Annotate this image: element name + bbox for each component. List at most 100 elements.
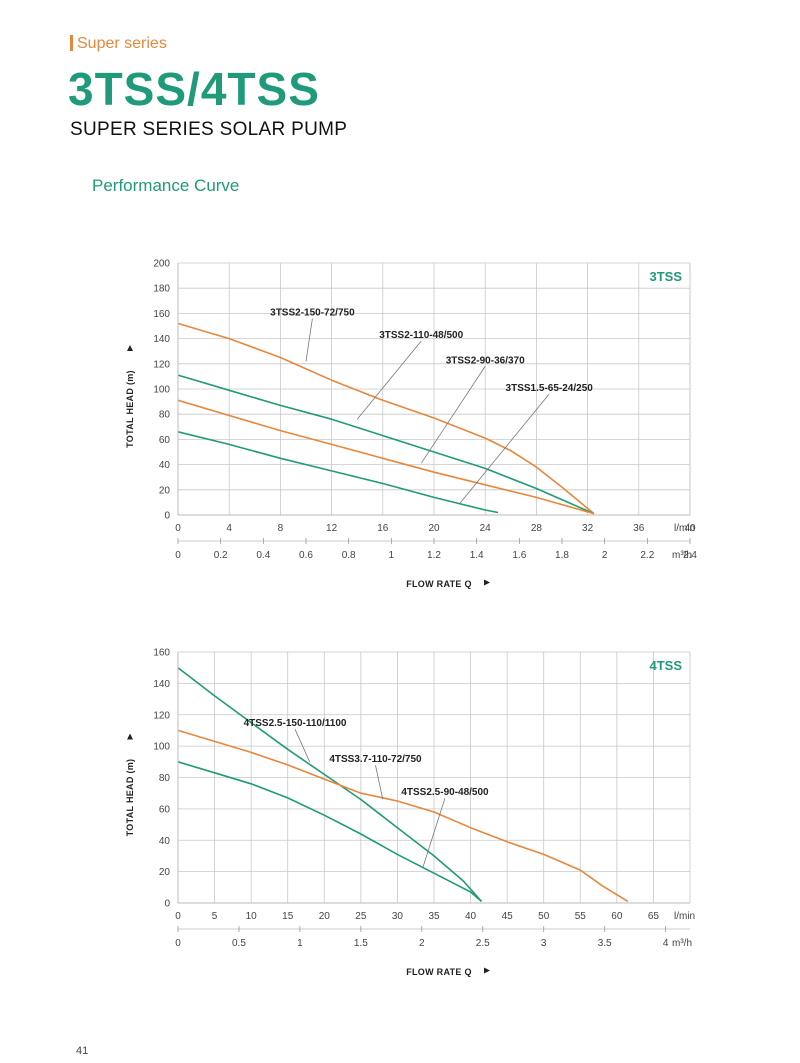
- x-tick-label: 10: [246, 911, 258, 922]
- x-tick-label: 45: [502, 911, 514, 922]
- x-tick-label: 25: [355, 911, 367, 922]
- y-tick-label: 20: [159, 485, 171, 496]
- x-tick-label: 40: [684, 523, 696, 534]
- y-axis-title: TOTAL HEAD (m): [125, 370, 135, 448]
- x2-tick-label: 2: [602, 550, 608, 561]
- x-tick-label: 12: [326, 523, 338, 534]
- series-line: [177, 729, 629, 903]
- x2-tick-label: 3: [541, 938, 547, 949]
- leader-line: [459, 393, 550, 504]
- x-tick-label: 40: [465, 911, 477, 922]
- x-tick-label: 30: [392, 911, 404, 922]
- y-tick-label: 40: [159, 460, 171, 471]
- x2-unit-label: m³/h: [672, 550, 692, 561]
- x-unit-label: l/min: [674, 523, 695, 534]
- y-tick-label: 100: [153, 385, 170, 396]
- x2-tick-label: 0: [175, 938, 181, 949]
- x-unit-label: l/min: [674, 911, 695, 922]
- x2-tick-label: 2: [419, 938, 425, 949]
- x2-unit-label: m³/h: [672, 938, 692, 949]
- series-line: [177, 322, 595, 515]
- y-tick-label: 140: [153, 334, 170, 345]
- x2-tick-label: 1: [297, 938, 303, 949]
- product-subtitle: SUPER SERIES SOLAR PUMP: [70, 119, 348, 140]
- x2-tick-label: 1.5: [354, 938, 368, 949]
- y-tick-label: 60: [159, 804, 171, 815]
- x-tick-label: 0: [175, 523, 181, 534]
- x-tick-label: 65: [648, 911, 660, 922]
- x-tick-label: 4: [226, 523, 232, 534]
- x2-tick-label: 3.5: [598, 938, 612, 949]
- x2-tick-label: 0.4: [256, 550, 270, 561]
- x2-tick-label: 4: [663, 938, 669, 949]
- x-tick-label: 32: [582, 523, 594, 534]
- x-tick-label: 35: [428, 911, 440, 922]
- series-line: [177, 399, 595, 515]
- x-tick-label: 28: [531, 523, 543, 534]
- y-tick-label: 0: [164, 511, 170, 522]
- x2-tick-label: 0.2: [214, 550, 228, 561]
- x2-tick-label: 1.6: [512, 550, 526, 561]
- leader-line: [305, 318, 313, 362]
- chart-tag: 3TSS: [649, 269, 682, 284]
- curve-label: 3TSS2-150-72/750: [270, 307, 355, 318]
- x2-tick-label: 0: [175, 550, 181, 561]
- x-tick-label: 5: [212, 911, 218, 922]
- x2-tick-label: 0.8: [342, 550, 356, 561]
- y-tick-label: 40: [159, 836, 171, 847]
- x-axis-title: FLOW RATE Q: [406, 967, 472, 977]
- y-tick-label: 60: [159, 435, 171, 446]
- chart-tag: 4TSS: [649, 658, 682, 673]
- x2-tick-label: 1.2: [427, 550, 441, 561]
- curve-label: 4TSS2.5-150-110/1100: [244, 718, 347, 729]
- curve-label: 3TSS2-90-36/370: [446, 355, 525, 366]
- leader-line: [420, 366, 486, 464]
- x-tick-label: 20: [428, 523, 440, 534]
- curve-label: 3TSS1.5-65-24/250: [506, 383, 594, 394]
- x2-tick-label: 0.5: [232, 938, 246, 949]
- x-tick-label: 60: [611, 911, 623, 922]
- page-number: 41: [76, 1045, 89, 1057]
- x2-tick-label: 0.6: [299, 550, 313, 561]
- series-line: [177, 667, 483, 902]
- y-tick-label: 200: [153, 259, 170, 270]
- x-tick-label: 15: [282, 911, 294, 922]
- leader-line: [375, 765, 384, 800]
- x2-tick-label: 2.2: [640, 550, 654, 561]
- x2-tick-label: 1.4: [470, 550, 484, 561]
- y-tick-label: 80: [159, 773, 171, 784]
- x-tick-label: 24: [480, 523, 492, 534]
- y-tick-label: 140: [153, 679, 170, 690]
- y-axis-arrow-icon: [127, 345, 133, 351]
- y-tick-label: 160: [153, 309, 170, 320]
- section-title: Performance Curve: [92, 176, 240, 195]
- x-axis-arrow-icon: [484, 579, 490, 586]
- y-tick-label: 20: [159, 867, 171, 878]
- x-axis-arrow-icon: [484, 967, 490, 974]
- curve-label: 4TSS3.7-110-72/750: [329, 754, 422, 765]
- y-tick-label: 120: [153, 359, 170, 370]
- series-accent-bar: [70, 35, 73, 51]
- x-tick-label: 36: [633, 523, 645, 534]
- y-tick-label: 80: [159, 410, 171, 421]
- y-tick-label: 0: [164, 899, 170, 910]
- leader-line: [294, 728, 311, 762]
- series-line: [177, 374, 595, 515]
- leader-line: [356, 340, 422, 420]
- model-title: 3TSS/4TSS: [68, 63, 320, 115]
- x-axis-title: FLOW RATE Q: [406, 579, 472, 589]
- x-tick-label: 20: [319, 911, 331, 922]
- x2-tick-label: 2.4: [683, 550, 697, 561]
- y-axis-arrow-icon: [127, 733, 133, 740]
- x-tick-label: 8: [278, 523, 284, 534]
- x2-tick-label: 1: [389, 550, 395, 561]
- x2-tick-label: 2.5: [476, 938, 490, 949]
- y-tick-label: 120: [153, 710, 170, 721]
- x2-tick-label: 1.8: [555, 550, 569, 561]
- series-line: [177, 761, 483, 903]
- curve-label: 4TSS2.5-90-48/500: [401, 787, 489, 798]
- x-tick-label: 50: [538, 911, 550, 922]
- y-tick-label: 180: [153, 284, 170, 295]
